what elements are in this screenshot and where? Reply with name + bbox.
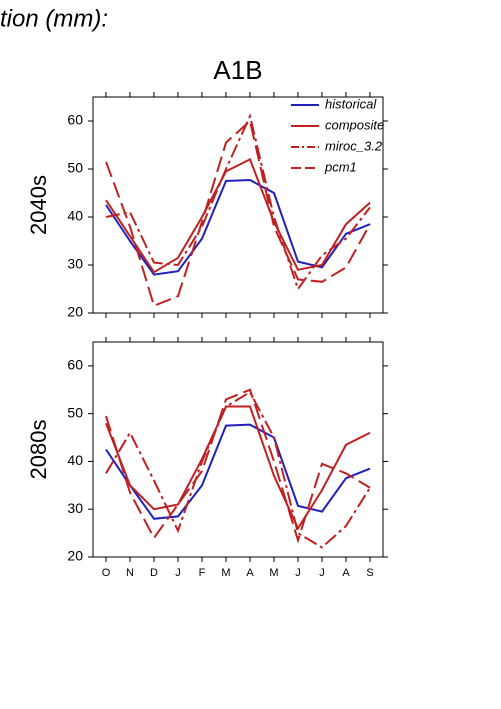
x-tick-label: O [102, 567, 111, 579]
x-tick-label: F [199, 567, 206, 579]
series-line [105, 388, 371, 544]
plot-frame [92, 341, 384, 558]
y-tick-label: 40 [67, 208, 83, 224]
y-tick-label: 20 [67, 304, 83, 320]
y-axis-label: 2040s [26, 175, 51, 235]
y-tick-label: 20 [67, 548, 83, 564]
legend-label: pcm1 [324, 159, 357, 174]
legend-label: composite [325, 117, 384, 132]
series-line [105, 423, 371, 520]
series-line [105, 119, 371, 308]
figure-title: A1B [213, 55, 262, 85]
y-tick-label: 60 [67, 357, 83, 373]
x-tick-label: J [295, 567, 301, 579]
series-line [105, 390, 371, 549]
y-tick-label: 30 [67, 256, 83, 272]
plot-frame [92, 96, 384, 314]
x-tick-label: D [150, 567, 158, 579]
y-tick-label: 50 [67, 160, 83, 176]
legend-label: miroc_3.2 [325, 138, 383, 153]
series-line [105, 179, 371, 276]
x-tick-label: J [175, 567, 181, 579]
caption: tion (mm): [0, 5, 108, 32]
y-tick-label: 60 [67, 112, 83, 128]
y-tick-label: 40 [67, 452, 83, 468]
y-tick-label: 30 [67, 500, 83, 516]
series-line [105, 405, 371, 531]
x-tick-label: N [126, 567, 134, 579]
x-tick-label: M [221, 567, 230, 579]
series-line [105, 113, 371, 292]
legend-label: historical [325, 96, 377, 111]
x-tick-label: A [246, 567, 254, 579]
x-tick-label: M [269, 567, 278, 579]
series-line [105, 158, 371, 274]
y-tick-label: 50 [67, 404, 83, 420]
x-tick-label: S [366, 567, 373, 579]
x-tick-label: J [319, 567, 325, 579]
x-tick-label: A [342, 567, 350, 579]
y-axis-label: 2080s [26, 420, 51, 480]
